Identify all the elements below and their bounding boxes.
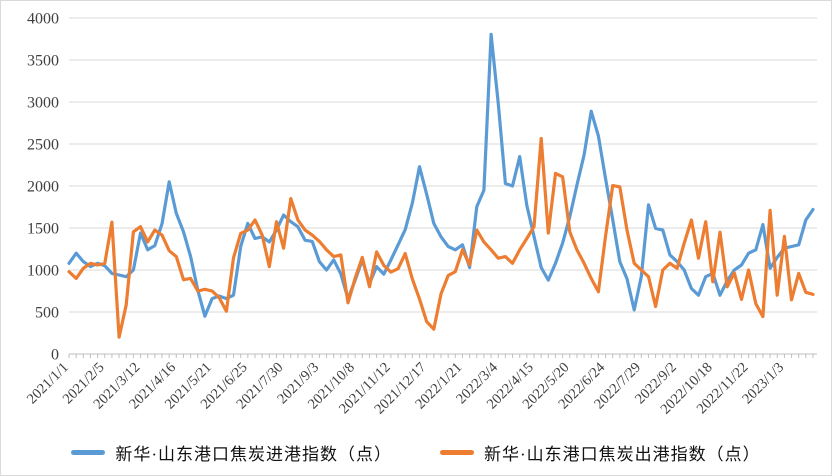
- legend-line-swatch-outbound: [440, 450, 474, 455]
- legend-label-inbound: 新华·山东港口焦炭进港指数（点）: [115, 445, 392, 464]
- series-line-inbound: [67, 32, 815, 318]
- y-axis-label: 1000: [27, 263, 59, 280]
- legend-line-swatch-inbound: [71, 450, 106, 455]
- y-axis-label: 3500: [27, 53, 59, 70]
- y-axis-label: 2000: [27, 179, 59, 196]
- y-axis-label: 4000: [27, 11, 59, 28]
- y-axis-label: 1500: [27, 221, 59, 238]
- legend-label-outbound: 新华·山东港口焦炭出港指数（点）: [484, 445, 761, 464]
- y-axis-label: 500: [35, 305, 59, 322]
- legend-item-inbound-index: 新华·山东港口焦炭进港指数（点）: [71, 440, 392, 465]
- legend-item-outbound-index: 新华·山东港口焦炭出港指数（点）: [440, 440, 761, 465]
- y-axis-label: 3000: [27, 95, 59, 112]
- y-axis-label: 0: [51, 347, 59, 364]
- series-line-outbound: [67, 136, 815, 339]
- line-chart-plot: 050010001500200025003000350040002021/1/1…: [24, 11, 817, 418]
- chart-legend: 新华·山东港口焦炭进港指数（点） 新华·山东港口焦炭出港指数（点）: [1, 440, 831, 465]
- y-axis-label: 2500: [27, 137, 59, 154]
